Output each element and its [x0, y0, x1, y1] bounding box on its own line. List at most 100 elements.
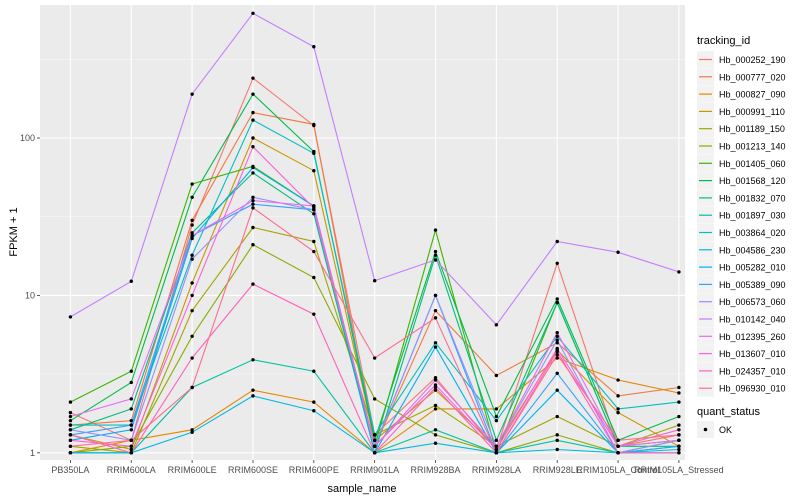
data-point — [494, 451, 499, 455]
data-point — [129, 447, 133, 452]
data-point — [433, 341, 438, 345]
data-point — [616, 451, 620, 455]
data-point — [433, 308, 438, 313]
data-point — [372, 451, 377, 455]
data-point — [616, 410, 620, 415]
data-point — [677, 270, 681, 274]
data-point — [251, 225, 255, 230]
data-point — [129, 423, 133, 427]
data-point — [494, 323, 499, 327]
data-point — [433, 345, 438, 349]
legend-label: Hb_001568_120 — [719, 176, 786, 186]
data-point — [616, 250, 620, 254]
data-point — [616, 438, 620, 443]
x-tick-label: RRIM600SE — [228, 465, 278, 475]
data-point — [68, 444, 73, 448]
legend-label: Hb_010142_040 — [719, 315, 786, 325]
data-point — [312, 151, 316, 155]
data-point — [129, 438, 133, 443]
data-point — [555, 414, 559, 419]
legend-label: Hb_000991_110 — [719, 107, 785, 117]
legend-label: Hb_001405_060 — [719, 159, 786, 169]
y-axis-title: FPKM + 1 — [8, 207, 20, 256]
legend-title: tracking_id — [697, 35, 750, 47]
data-point — [190, 281, 194, 285]
data-point — [555, 447, 559, 452]
data-point — [251, 358, 255, 362]
legend2-label: OK — [719, 425, 732, 435]
data-point — [433, 385, 438, 390]
data-point — [433, 433, 438, 437]
data-point — [251, 206, 255, 210]
data-point — [312, 369, 316, 373]
data-point — [494, 444, 499, 448]
data-point — [433, 383, 438, 387]
data-point — [494, 447, 499, 452]
major-gridlines — [40, 5, 685, 460]
legend-label: Hb_001897_030 — [719, 211, 786, 221]
data-point — [616, 444, 620, 448]
data-point — [677, 447, 681, 452]
data-point — [372, 444, 377, 448]
x-axis: PB350LA RRIM600LA RRIM600LE RRIM600SE RRIM60… — [51, 460, 724, 475]
data-point — [251, 11, 255, 15]
legend-label: Hb_000827_090 — [719, 90, 786, 100]
data-point — [190, 223, 194, 227]
data-point — [251, 92, 255, 96]
data-point — [555, 356, 559, 360]
data-point — [555, 438, 559, 443]
data-point — [129, 397, 133, 401]
data-point — [555, 346, 559, 351]
data-point — [251, 282, 255, 286]
data-point — [68, 428, 73, 432]
data-point — [190, 257, 194, 261]
data-point — [251, 198, 255, 203]
legend-label: Hb_000777_020 — [719, 72, 786, 82]
legend-label: Hb_012395_260 — [719, 332, 786, 342]
data-point — [68, 315, 73, 319]
data-point — [433, 249, 438, 254]
x-tick-label: RRIM928LE — [533, 465, 582, 475]
data-point — [677, 385, 681, 390]
legend2-items: OK — [697, 421, 732, 438]
data-point — [190, 236, 194, 241]
legend-items: Hb_000252_190 Hb_000777_020 Hb_000827_090 H… — [697, 51, 786, 397]
data-point — [433, 253, 438, 257]
data-point — [251, 242, 255, 247]
legend-label: Hb_000252_190 — [719, 55, 786, 65]
y-axis: 1 10 100 — [20, 133, 40, 458]
data-points — [68, 11, 681, 455]
data-point — [555, 349, 559, 354]
legend-tracking-id: tracking_id Hb_000252_190Hb_000777_020Hb… — [697, 35, 786, 397]
legend-label: Hb_001213_140 — [719, 142, 786, 152]
data-point — [555, 261, 559, 265]
data-point — [555, 433, 559, 437]
data-point — [555, 300, 559, 305]
y-tick-label: 100 — [20, 133, 35, 143]
data-point — [372, 279, 377, 283]
data-point — [129, 444, 133, 448]
data-point — [68, 423, 73, 427]
legend-label: Hb_013607_010 — [719, 349, 786, 359]
x-tick-label: RRIM901LA — [350, 465, 399, 475]
data-point — [433, 293, 438, 298]
data-point — [68, 451, 73, 455]
data-point — [68, 414, 73, 419]
data-point — [312, 122, 316, 127]
data-point — [433, 378, 438, 382]
data-point — [129, 380, 133, 385]
data-point — [433, 316, 438, 320]
data-point — [68, 400, 73, 404]
data-point — [433, 388, 438, 392]
data-point — [251, 388, 255, 392]
data-point — [677, 433, 681, 437]
data-point — [677, 400, 681, 404]
legend-label: Hb_096930_010 — [719, 384, 786, 394]
data-point — [129, 369, 133, 373]
data-point — [251, 136, 255, 140]
data-point — [312, 206, 316, 210]
data-point — [190, 293, 194, 298]
data-point — [616, 394, 620, 398]
data-point — [433, 428, 438, 432]
